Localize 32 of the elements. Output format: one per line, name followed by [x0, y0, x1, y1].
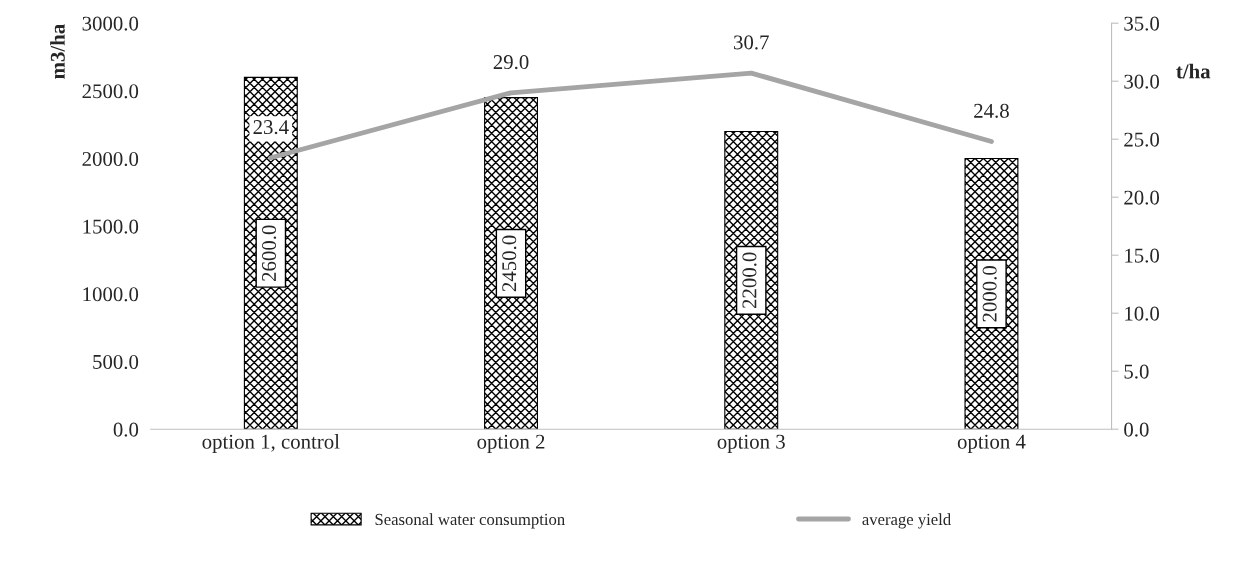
y2-tick-label: 25.0 [1124, 132, 1160, 147]
legend-label: Seasonal water consumption [375, 513, 565, 529]
y2-tick-label: 30.0 [1124, 74, 1160, 89]
data-label: 30.7 [734, 35, 769, 50]
x-tick-label: option 1, control [202, 434, 340, 453]
y2-tick-label: 15.0 [1125, 248, 1160, 263]
data-label: 29.0 [493, 55, 529, 70]
data-label: 2000.0 [982, 266, 997, 322]
y-tick-label: 2000.0 [82, 151, 139, 167]
y-tick-label: 3000.0 [82, 16, 139, 31]
x-tick-label: option 2 [477, 434, 545, 453]
y2-axis-title: t/ha [1176, 63, 1211, 79]
data-label: 2450.0 [502, 235, 517, 292]
data-label: 2600.0 [261, 225, 277, 281]
y-tick-label: 2500.0 [82, 84, 139, 99]
data-label: 24.8 [974, 103, 1009, 118]
y-tick-label: 500.0 [93, 354, 139, 370]
legend-label: average yield [862, 513, 951, 529]
y-tick-label: 1500.0 [83, 219, 139, 234]
y2-tick-label: 10.0 [1125, 306, 1160, 321]
bar [484, 97, 539, 430]
data-label: 2200.0 [742, 252, 757, 309]
x-tick-label: option 4 [957, 434, 1026, 453]
y2-tick-label: 5.0 [1124, 364, 1149, 379]
y2-tick-label: 35.0 [1124, 16, 1160, 31]
y-tick-label: 0.0 [113, 422, 139, 437]
y2-tick-label: 0.0 [1124, 422, 1149, 437]
data-label: 23.4 [253, 120, 289, 135]
y-tick-label: 1000.0 [83, 287, 139, 302]
y2-tick-label: 20.0 [1124, 190, 1160, 205]
x-tick-label: option 3 [717, 434, 785, 453]
y-axis-title: m3/ha [50, 24, 65, 79]
